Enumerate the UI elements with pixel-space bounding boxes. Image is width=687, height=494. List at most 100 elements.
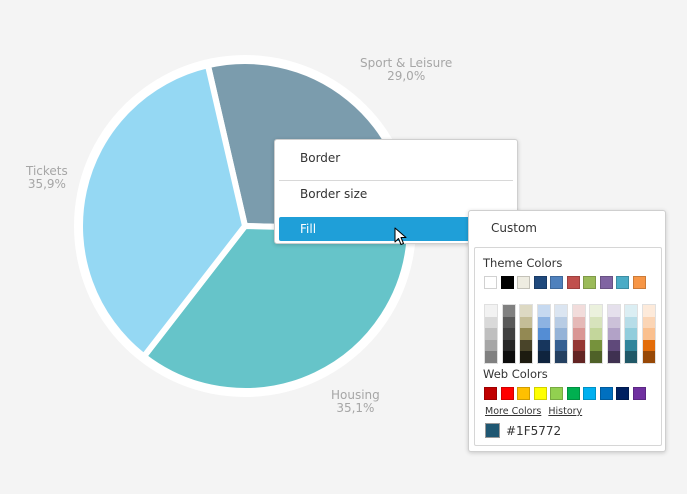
theme-color-swatch[interactable] [500,276,514,289]
theme-colors-title: Theme Colors [483,256,563,270]
web-colors-title: Web Colors [483,367,548,381]
theme-shade-swatch[interactable] [590,351,602,363]
slice-name: Tickets [26,164,68,178]
menu-item-border[interactable]: Border [300,151,341,165]
theme-shade-swatch[interactable] [485,328,497,340]
theme-color-swatch[interactable] [533,276,547,289]
web-color-swatch[interactable] [533,387,547,400]
theme-shade-swatch[interactable] [607,339,620,352]
theme-shade-swatch[interactable] [537,316,550,329]
theme-color-swatch[interactable] [632,276,646,289]
theme-shade-swatch[interactable] [555,305,567,317]
mouse-pointer-icon [394,227,407,245]
theme-shade-swatch[interactable] [642,339,655,352]
theme-shade-swatch[interactable] [607,351,620,363]
palette-links: More Colors History [485,406,586,417]
more-colors-link[interactable]: More Colors [485,406,542,417]
theme-shade-swatch[interactable] [590,339,602,352]
theme-shade-swatch[interactable] [520,351,532,363]
theme-shade-swatch[interactable] [642,305,655,317]
slice-label-housing: Housing 35,1% [331,389,380,415]
slice-value: 35,9% [27,177,66,191]
theme-shade-swatch[interactable] [625,339,637,352]
theme-shade-swatch[interactable] [625,351,637,363]
theme-shade-swatch[interactable] [625,316,637,329]
theme-color-swatch[interactable] [517,276,530,289]
pie-slice-tickets[interactable] [77,62,248,360]
theme-shade-swatch[interactable] [572,316,585,329]
theme-shade-swatch[interactable] [572,328,585,340]
theme-shade-swatch[interactable] [555,339,567,352]
shade-column [501,304,516,364]
web-color-swatch[interactable] [500,387,514,400]
theme-shade-swatch[interactable] [642,328,655,340]
color-palette: Theme Colors Web Colors More Colors Hist… [474,247,662,446]
theme-shade-swatch[interactable] [572,351,585,363]
theme-shade-swatch[interactable] [572,339,585,352]
theme-shade-swatch[interactable] [625,305,637,317]
current-color-swatch[interactable] [485,423,500,438]
slice-name: Sport & Leisure [360,56,453,70]
theme-shade-swatch[interactable] [555,328,567,340]
theme-shade-swatch[interactable] [625,328,637,340]
theme-shade-swatch[interactable] [555,316,567,329]
web-color-swatch[interactable] [566,387,580,400]
theme-color-swatch[interactable] [583,276,596,289]
theme-shade-swatch[interactable] [590,316,602,329]
theme-shade-swatch[interactable] [485,316,497,329]
theme-color-row [484,276,649,289]
shade-column [536,304,551,364]
theme-shade-swatch[interactable] [607,328,620,340]
theme-shade-swatch[interactable] [485,305,497,317]
theme-shade-grid [484,304,659,364]
theme-shade-swatch[interactable] [502,351,515,363]
theme-color-swatch[interactable] [616,276,629,289]
web-color-swatch[interactable] [632,387,646,400]
pie-slice-housing[interactable] [140,223,413,394]
theme-shade-swatch[interactable] [537,339,550,352]
theme-shade-swatch[interactable] [607,316,620,329]
theme-shade-swatch[interactable] [502,328,515,340]
theme-shade-swatch[interactable] [642,316,655,329]
menu-item-border-size[interactable]: Border size [300,187,368,201]
slice-name: Housing [331,388,380,402]
menu-separator [279,180,513,181]
web-color-swatch[interactable] [599,387,613,400]
theme-color-swatch[interactable] [599,276,613,289]
history-link[interactable]: History [548,406,583,417]
fill-submenu: Custom Theme Colors Web Colors More Colo… [468,210,666,452]
web-color-swatch[interactable] [484,387,497,400]
current-color-hex: #1F5772 [506,423,562,438]
theme-shade-swatch[interactable] [520,305,532,317]
theme-shade-swatch[interactable] [485,339,497,352]
theme-color-swatch[interactable] [484,276,497,289]
theme-shade-swatch[interactable] [502,339,515,352]
web-color-swatch[interactable] [616,387,629,400]
theme-shade-swatch[interactable] [502,316,515,329]
theme-shade-swatch[interactable] [590,328,602,340]
theme-shade-swatch[interactable] [485,351,497,363]
theme-shade-swatch[interactable] [590,305,602,317]
theme-shade-swatch[interactable] [642,351,655,363]
slice-label-sport-leisure: Sport & Leisure 29,0% [360,57,452,83]
theme-shade-swatch[interactable] [520,328,532,340]
theme-shade-swatch[interactable] [537,351,550,363]
shade-column [571,304,586,364]
theme-shade-swatch[interactable] [520,339,532,352]
theme-shade-swatch[interactable] [572,305,585,317]
theme-shade-swatch[interactable] [537,305,550,317]
web-color-swatch[interactable] [550,387,563,400]
theme-shade-swatch[interactable] [520,316,532,329]
theme-color-swatch[interactable] [566,276,580,289]
theme-color-swatch[interactable] [550,276,563,289]
web-color-swatch[interactable] [517,387,530,400]
slice-value: 35,1% [336,401,375,415]
web-color-swatch[interactable] [583,387,596,400]
slice-value: 29,0% [387,69,426,83]
theme-shade-swatch[interactable] [555,351,567,363]
shade-column [519,304,533,364]
theme-shade-swatch[interactable] [607,305,620,317]
theme-shade-swatch[interactable] [502,305,515,317]
theme-shade-swatch[interactable] [537,328,550,340]
custom-color-item[interactable]: Custom [491,221,537,235]
